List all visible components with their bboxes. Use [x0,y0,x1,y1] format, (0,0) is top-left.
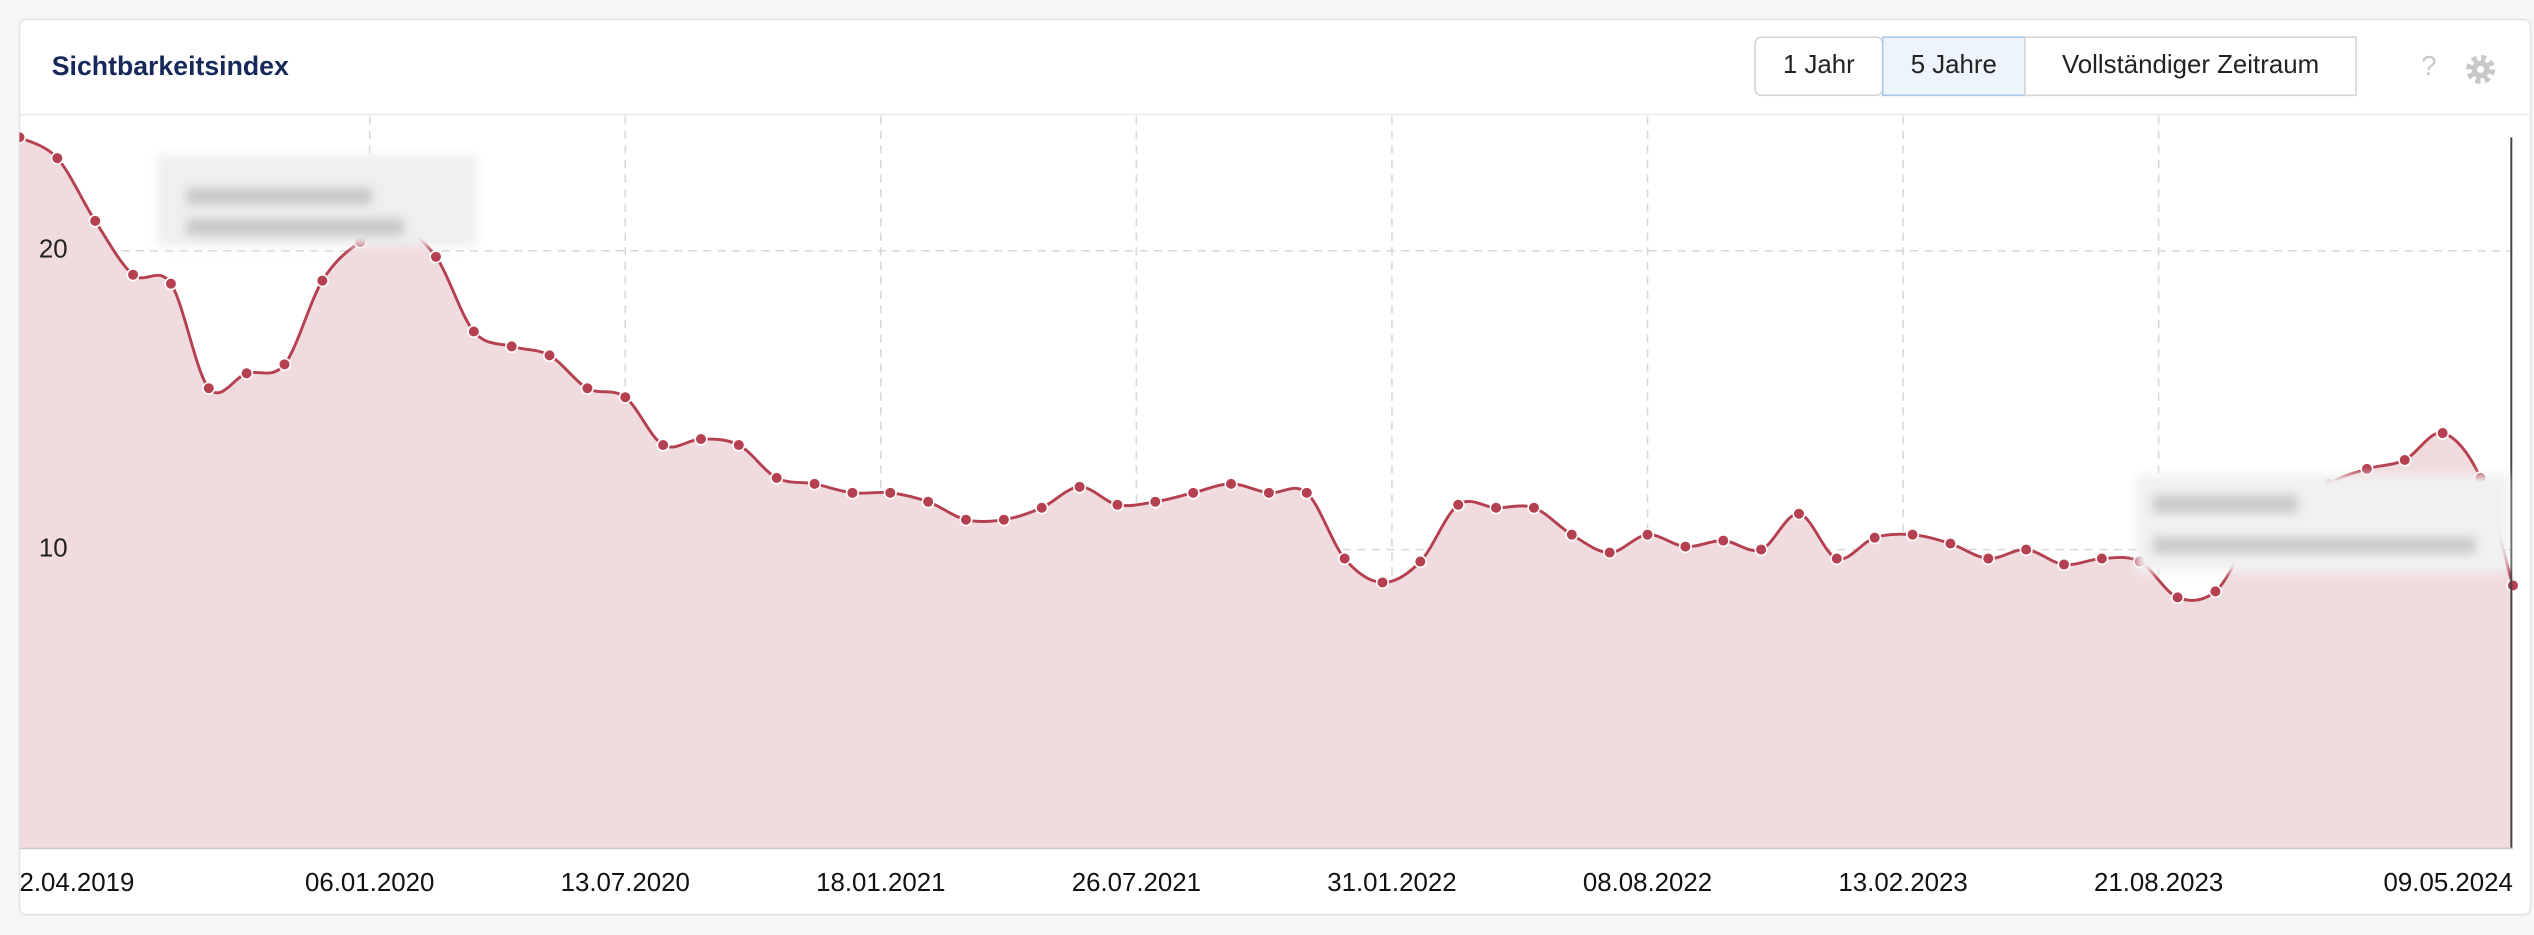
y-tick-label: 20 [39,236,68,264]
point [88,214,102,228]
point [542,348,557,363]
point [1489,501,1503,515]
range-button[interactable] [1881,36,2026,97]
point [1981,551,1995,566]
point [50,151,64,165]
point [126,268,140,282]
gear-teeth [2466,54,2496,85]
point [505,339,519,354]
point [1035,501,1049,515]
point [921,495,935,509]
x-tick-label: 09.05.2024 [2384,869,2513,897]
point [1110,498,1125,512]
point [1224,477,1238,491]
point [1148,495,1162,509]
point [1300,486,1314,500]
point [2506,578,2520,593]
point [732,438,746,452]
point [1072,480,1087,494]
point [240,366,254,380]
point [277,357,292,371]
point [1943,536,1958,551]
point [2435,426,2450,440]
point [2360,462,2374,476]
point [315,274,329,288]
x-tick-label: 21.08.2023 [2094,869,2223,897]
point [1262,486,1276,500]
point [1565,528,1579,542]
x-tick-label: 2.04.2019 [19,869,134,897]
point [2057,557,2071,572]
tooltip-box [2136,475,2509,573]
tooltip-blur [185,218,405,236]
widget-title: Sichtbarkeitsindex [52,51,289,81]
point [997,513,1011,527]
range-button-label[interactable]: 1 Jahr [1783,51,1855,79]
point [429,250,443,264]
y-tick-label: 10 [39,534,68,562]
point [1603,545,1617,560]
point [883,486,897,500]
point [1868,531,1882,545]
point [694,432,708,446]
point [19,130,27,144]
point [2398,453,2412,467]
tooltip-blur [2152,536,2476,555]
point [656,438,670,452]
point [1830,551,1844,566]
point [1905,528,1920,542]
blurred-tooltip [156,155,2509,573]
point [1527,501,1541,515]
x-tick-label: 13.02.2023 [1838,869,1967,897]
help-icon[interactable]: ? [2421,50,2436,81]
tooltip-blur [2152,494,2298,514]
settings-icon[interactable] [2466,54,2496,85]
x-tick-label: 06.01.2020 [305,869,434,897]
x-tick-label: 31.01.2022 [1327,869,1456,897]
range-button-label[interactable]: 5 Jahre [1911,51,1997,79]
point [1754,542,1768,557]
point [202,381,216,395]
x-tick-label: 26.07.2021 [1072,869,1201,897]
point [618,390,632,404]
x-tick-label: 13.07.2020 [561,869,690,897]
point [1337,551,1352,566]
point [1451,498,1465,512]
point [467,324,481,339]
point [1716,534,1730,548]
point [580,381,595,395]
point [1640,528,1655,542]
point [807,477,822,491]
point [164,277,178,291]
point [2095,551,2109,566]
x-tick-label: 08.08.2022 [1583,869,1712,897]
point [959,513,973,527]
range-button-label[interactable]: Vollständiger Zeitraum [2062,51,2319,79]
gear-hole [2477,65,2485,74]
point [1186,486,1200,500]
point [1792,507,1806,521]
point [2019,542,2033,557]
point [1375,575,1390,590]
point [1413,554,1427,569]
point [770,471,784,485]
point [845,486,860,500]
tooltip-blur [185,187,372,206]
x-tick-label: 18.01.2021 [816,869,945,897]
point [1678,539,1693,554]
point [2170,590,2185,605]
point [2208,584,2223,599]
range-button[interactable] [2024,36,2357,97]
